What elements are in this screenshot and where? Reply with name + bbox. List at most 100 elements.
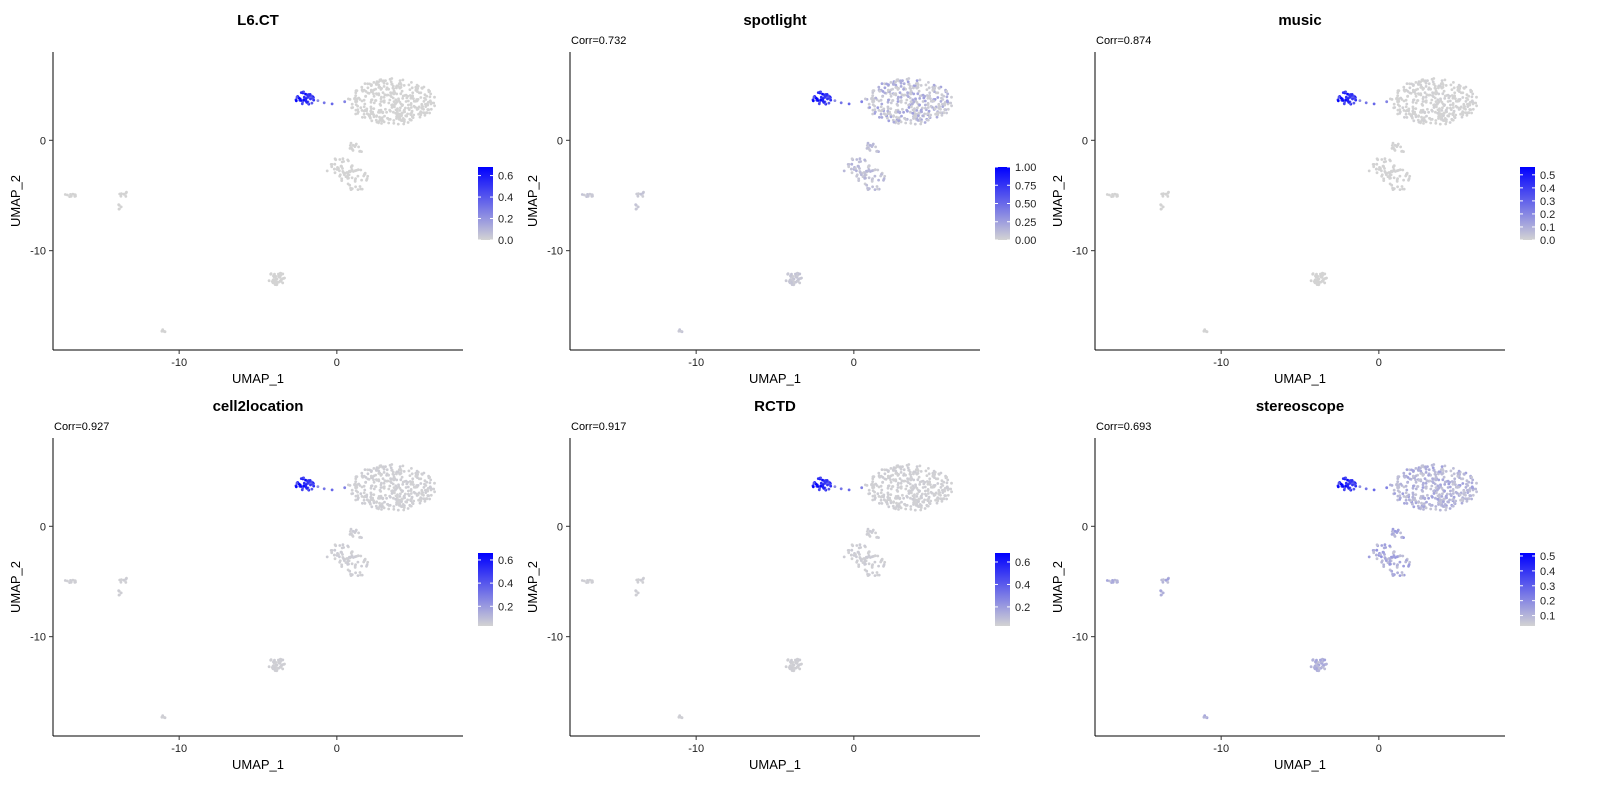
- point: [414, 85, 418, 89]
- point: [346, 177, 350, 180]
- point: [900, 114, 903, 118]
- point: [375, 469, 378, 472]
- point: [385, 496, 388, 500]
- point: [377, 478, 381, 482]
- point: [677, 329, 681, 333]
- point: [311, 96, 315, 100]
- point: [273, 272, 276, 276]
- point: [382, 81, 386, 85]
- point: [1416, 99, 1419, 102]
- point: [921, 93, 925, 97]
- point: [399, 114, 403, 118]
- point: [1316, 660, 1320, 664]
- point: [784, 665, 788, 669]
- point: [939, 486, 943, 489]
- point: [1424, 95, 1428, 99]
- point: [395, 117, 398, 120]
- point: [357, 482, 361, 486]
- point: [909, 100, 913, 103]
- point: [118, 593, 121, 597]
- point: [858, 543, 862, 547]
- point: [1449, 469, 1453, 473]
- point: [1451, 102, 1455, 105]
- point: [433, 95, 436, 99]
- point: [372, 467, 376, 470]
- point: [931, 85, 935, 89]
- point: [915, 86, 919, 90]
- point: [1462, 87, 1466, 90]
- point: [880, 468, 884, 471]
- point: [892, 469, 895, 472]
- point: [1396, 100, 1399, 104]
- point: [1408, 477, 1412, 481]
- point: [927, 81, 930, 84]
- point: [389, 495, 392, 499]
- point: [1388, 171, 1392, 174]
- point: [411, 477, 415, 481]
- point: [370, 119, 374, 123]
- point: [359, 168, 363, 172]
- point: [874, 531, 877, 535]
- point: [363, 495, 366, 499]
- point: [1395, 180, 1399, 183]
- point: [401, 503, 405, 506]
- point: [1372, 549, 1376, 552]
- point: [1439, 115, 1443, 118]
- point: [392, 87, 396, 90]
- point: [1401, 187, 1404, 191]
- point: [382, 486, 386, 490]
- point: [914, 97, 917, 101]
- point: [1427, 87, 1430, 91]
- point: [402, 508, 406, 512]
- point: [892, 120, 896, 124]
- point: [394, 497, 398, 501]
- point: [1392, 488, 1396, 492]
- point: [1396, 475, 1400, 478]
- point: [863, 557, 867, 560]
- point: [1422, 505, 1426, 509]
- point: [1350, 479, 1354, 482]
- point: [791, 278, 794, 282]
- point: [354, 486, 357, 490]
- point: [1438, 122, 1442, 126]
- point: [348, 183, 352, 187]
- point: [1425, 114, 1428, 118]
- point: [894, 86, 898, 89]
- point: [1393, 143, 1397, 147]
- point: [875, 571, 879, 574]
- point: [399, 118, 403, 122]
- point: [1448, 485, 1452, 489]
- point: [850, 543, 854, 547]
- point: [1419, 83, 1423, 87]
- point: [306, 93, 309, 97]
- point: [883, 468, 886, 472]
- point: [1396, 143, 1400, 147]
- point: [926, 482, 930, 486]
- point: [882, 177, 886, 181]
- point: [1375, 557, 1379, 561]
- point: [1380, 560, 1384, 564]
- point: [880, 116, 884, 119]
- point: [871, 143, 875, 147]
- point: [868, 106, 872, 109]
- point: [1379, 553, 1382, 556]
- point: [396, 122, 400, 126]
- point: [394, 111, 398, 115]
- y-axis-title: UMAP_2: [525, 175, 540, 227]
- point: [409, 482, 413, 486]
- point: [1341, 477, 1345, 480]
- point: [398, 495, 402, 498]
- point: [1451, 106, 1455, 109]
- point: [863, 544, 867, 548]
- point: [1407, 177, 1411, 181]
- point: [372, 81, 376, 84]
- point: [1324, 663, 1328, 666]
- point: [863, 563, 867, 566]
- point: [377, 469, 381, 473]
- point: [1402, 178, 1405, 182]
- point: [871, 94, 875, 97]
- point: [338, 544, 342, 547]
- point: [1412, 88, 1415, 92]
- point: [378, 465, 382, 469]
- point: [1417, 501, 1420, 504]
